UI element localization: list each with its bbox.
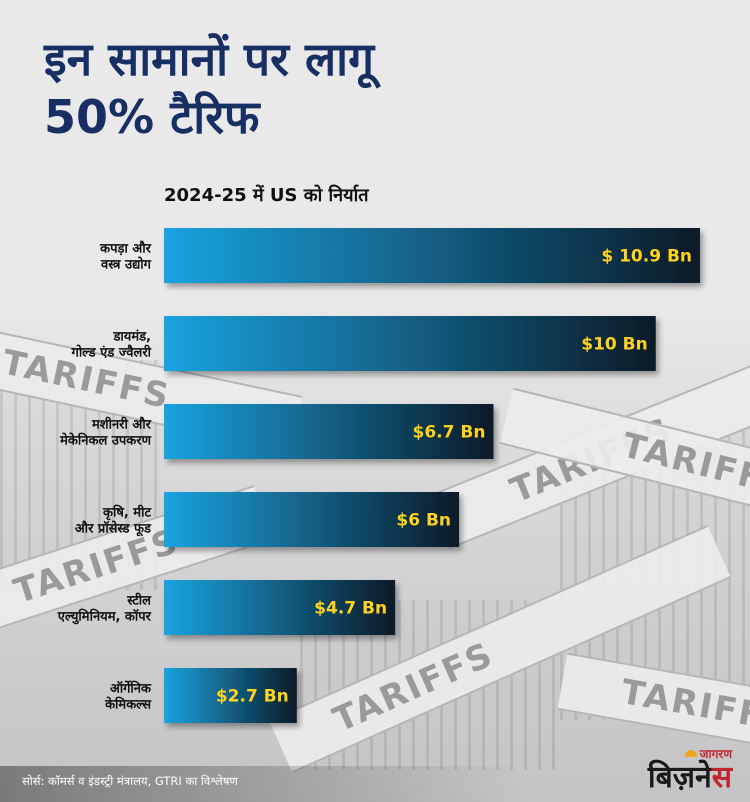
logo-accent-text: स [711,760,732,795]
bar [164,668,297,723]
bar [164,228,700,283]
footer-band [0,766,750,802]
bar-value-label: $6.7 Bn [413,423,486,443]
logo-main-text: बिज़ने [647,760,712,795]
bar [164,404,494,459]
bar-value-label: $10 Bn [581,335,647,355]
category-label: मशीनरी और मेकेनिकल उपकरण [59,417,152,449]
bar-value-label: $6 Bn [396,511,451,531]
category-label: स्टील एल्युमिनियम, कॉपर [57,593,152,625]
sun-icon [684,750,697,757]
bar [164,580,396,635]
bar-value-label: $2.7 Bn [216,687,289,707]
chart-title: 2024-25 में US को निर्यात [164,185,369,206]
category-label: कपड़ा और वस्त्र उद्योग [99,241,152,273]
bar-value-label: $ 10.9 Bn [601,247,692,267]
bar [164,492,460,547]
category-label: डायमंड, गोल्ड एंड ज्वैलरी [71,329,152,361]
source-note: सोर्स: कॉमर्स व इंडस्ट्री मंत्रालय, GTRI… [22,774,238,788]
brand-logo: जागरण बिज़नेस [648,745,732,794]
category-label: ऑर्गेनिक केमिकल्स [104,681,152,713]
bar [164,316,656,371]
logo-top-text: जागरण [699,747,732,761]
page-title: इन सामानों पर लागू 50% टैरिफ [44,32,374,144]
bar-value-label: $4.7 Bn [314,599,387,619]
category-label: कृषि, मीट और प्रॉसेस्ड फूड [75,505,152,537]
